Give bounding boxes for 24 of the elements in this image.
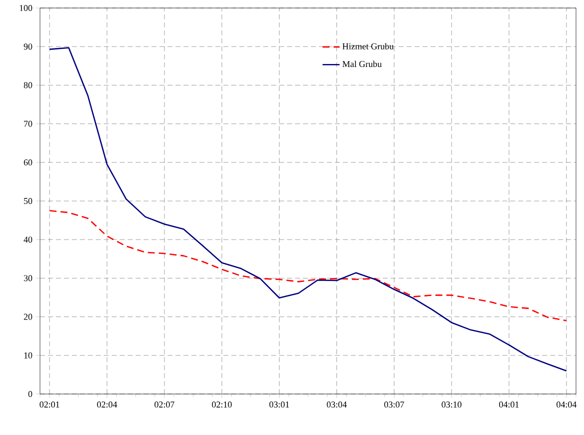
- y-tick-label: 60: [24, 159, 32, 166]
- x-tick-label: 04:01: [499, 401, 519, 408]
- y-tick-label: 40: [24, 236, 32, 243]
- x-tick-label: 03:10: [442, 401, 462, 408]
- y-tick-label: 0: [28, 390, 32, 398]
- y-tick-label: 100: [20, 4, 32, 12]
- y-tick-label: 10: [24, 352, 32, 358]
- y-tick-label: 20: [24, 314, 32, 320]
- y-tick-label: 50: [24, 198, 32, 204]
- legend-label: Mal Grubu: [342, 60, 382, 68]
- x-tick-label: 02:10: [212, 401, 232, 408]
- x-tick-label: 04:04: [556, 401, 577, 408]
- y-tick-label: 30: [24, 275, 32, 282]
- x-tick-label: 02:04: [97, 401, 118, 408]
- x-tick-label: 03:01: [269, 401, 289, 408]
- line-series: [48, 210, 568, 322]
- y-tick-label: 70: [24, 120, 32, 127]
- x-tick-label: 02:07: [154, 401, 174, 408]
- y-tick-label: 90: [24, 44, 32, 50]
- y-tick-label: 80: [24, 82, 32, 88]
- x-tick-label: 03:07: [384, 401, 404, 408]
- legend-label: Hizmet Grubu: [342, 43, 394, 50]
- x-tick-label: 02:01: [40, 401, 60, 408]
- x-tick-label: 03:04: [326, 401, 347, 408]
